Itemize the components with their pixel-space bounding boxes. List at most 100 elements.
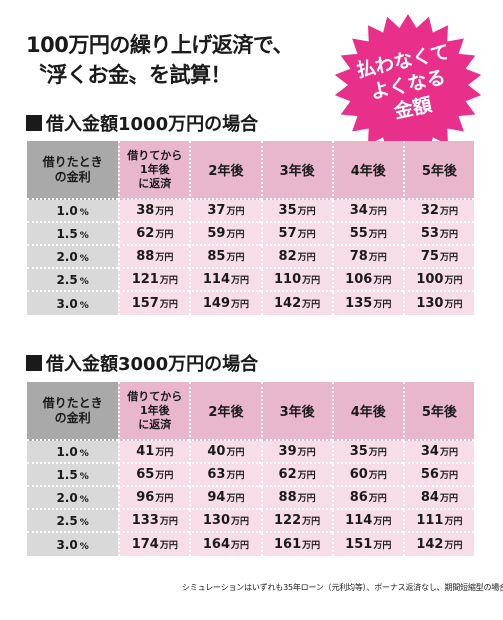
unit-label: 万円 (439, 230, 458, 240)
amount: 35 (349, 444, 368, 459)
value-cell: 34万円 (331, 200, 403, 223)
unit-label: 万円 (297, 448, 316, 458)
unit-label: 万円 (226, 494, 245, 504)
header-year-4: 4年後 (331, 382, 403, 441)
amount: 55 (349, 226, 368, 241)
starburst-shape (334, 14, 482, 156)
table-body: 1.0% 41万円 40万円 39万円 35万円 34万円 1.5% 65万円 63万円 62万円… (27, 441, 474, 556)
unit-label: 万円 (155, 448, 174, 458)
header-rate-line-2: の金利 (54, 410, 91, 425)
amount: 122 (274, 513, 302, 528)
amount: 133 (131, 513, 159, 528)
table-1000: 借りたとき の金利 借りてから 1年後 に返済 2年後 3年後 4年後 5年後 … (27, 141, 474, 315)
value-cell: 40万円 (189, 441, 261, 464)
header-year-1-line-2: 1年後 (139, 403, 170, 417)
value-cell: 94万円 (189, 487, 261, 510)
value-cell: 65万円 (118, 464, 190, 487)
value-cell: 164万円 (189, 533, 261, 556)
value-cell: 41万円 (118, 441, 190, 464)
unit-label: 万円 (155, 494, 174, 504)
amount: 114 (345, 513, 373, 528)
headline-line-2: 〝浮くお金〟を試算！ (26, 63, 232, 87)
amount: 111 (416, 513, 444, 528)
amount: 157 (131, 296, 159, 311)
table-row: 2.5% 121万円 114万円 110万円 106万円 100万円 (27, 269, 474, 292)
unit-label: 万円 (159, 541, 178, 551)
unit-label: 万円 (297, 471, 316, 481)
value-cell: 82万円 (260, 246, 332, 269)
unit-label: 万円 (302, 300, 321, 310)
value-cell: 106万円 (331, 269, 403, 292)
unit-label: 万円 (297, 207, 316, 217)
header-year-2: 2年後 (189, 141, 261, 200)
amount: 130 (416, 296, 444, 311)
amount: 35 (278, 203, 297, 218)
amount: 161 (274, 537, 302, 552)
amount: 151 (345, 537, 373, 552)
header-year-1: 借りてから 1年後 に返済 (118, 382, 190, 441)
percent-sign: % (79, 517, 89, 528)
amount: 121 (131, 272, 159, 287)
unit-label: 万円 (297, 494, 316, 504)
amount: 57 (278, 226, 297, 241)
section-2-title: 借入金額3000万円の場合 (26, 350, 258, 376)
amount: 110 (274, 272, 302, 287)
unit-label: 万円 (231, 517, 250, 527)
unit-label: 万円 (439, 471, 458, 481)
percent-sign: % (79, 253, 89, 264)
headline-line-1: 100万円の繰り上げ返済で、 (26, 33, 294, 57)
percent-sign: % (79, 276, 89, 287)
header-year-5: 5年後 (402, 141, 474, 200)
amount: 40 (207, 444, 226, 459)
header-year-4: 4年後 (331, 141, 403, 200)
rate-cell: 2.5% (27, 510, 119, 533)
amount: 88 (278, 490, 297, 505)
unit-label: 万円 (373, 276, 392, 286)
value-cell: 62万円 (260, 464, 332, 487)
unit-label: 万円 (155, 471, 174, 481)
rate-cell: 1.0% (27, 441, 119, 464)
square-bullet-icon (26, 355, 42, 371)
starburst-badge: 払わなくて よくなる 金額 (328, 10, 488, 160)
unit-label: 万円 (226, 448, 245, 458)
amount: 149 (202, 296, 230, 311)
rate-value: 3.0 (56, 296, 78, 311)
amount: 53 (420, 226, 439, 241)
value-cell: 78万円 (331, 246, 403, 269)
value-cell: 121万円 (118, 269, 190, 292)
unit-label: 万円 (368, 207, 387, 217)
unit-label: 万円 (155, 253, 174, 263)
header-rate: 借りたとき の金利 (27, 141, 119, 200)
unit-label: 万円 (226, 207, 245, 217)
table-body: 1.0% 38万円 37万円 35万円 34万円 32万円 1.5% 62万円 59万円 57万円… (27, 200, 474, 315)
unit-label: 万円 (231, 541, 250, 551)
value-cell: 133万円 (118, 510, 190, 533)
unit-label: 万円 (373, 517, 392, 527)
table-header-row: 借りたとき の金利 借りてから 1年後 に返済 2年後 3年後 4年後 5年後 (27, 382, 474, 441)
amount: 135 (345, 296, 373, 311)
rate-cell: 2.0% (27, 487, 119, 510)
headline: 100万円の繰り上げ返済で、 〝浮くお金〟を試算！ (26, 30, 356, 90)
value-cell: 130万円 (402, 292, 474, 315)
amount: 62 (278, 467, 297, 482)
table-row: 3.0% 157万円 149万円 142万円 135万円 130万円 (27, 292, 474, 315)
amount: 75 (420, 249, 439, 264)
amount: 59 (207, 226, 226, 241)
percent-sign: % (79, 207, 89, 218)
rate-cell: 3.0% (27, 533, 119, 556)
unit-label: 万円 (159, 517, 178, 527)
unit-label: 万円 (231, 300, 250, 310)
unit-label: 万円 (444, 276, 463, 286)
rate-value: 2.0 (56, 249, 78, 264)
percent-sign: % (79, 541, 89, 552)
unit-label: 万円 (302, 276, 321, 286)
amount: 37 (207, 203, 226, 218)
value-cell: 86万円 (331, 487, 403, 510)
value-cell: 88万円 (118, 246, 190, 269)
section-1-title: 借入金額1000万円の場合 (26, 110, 258, 136)
header-rate-line-1: 借りたとき (42, 395, 103, 410)
unit-label: 万円 (226, 471, 245, 481)
amount: 142 (416, 537, 444, 552)
amount: 63 (207, 467, 226, 482)
table-row: 1.5% 62万円 59万円 57万円 55万円 53万円 (27, 223, 474, 246)
